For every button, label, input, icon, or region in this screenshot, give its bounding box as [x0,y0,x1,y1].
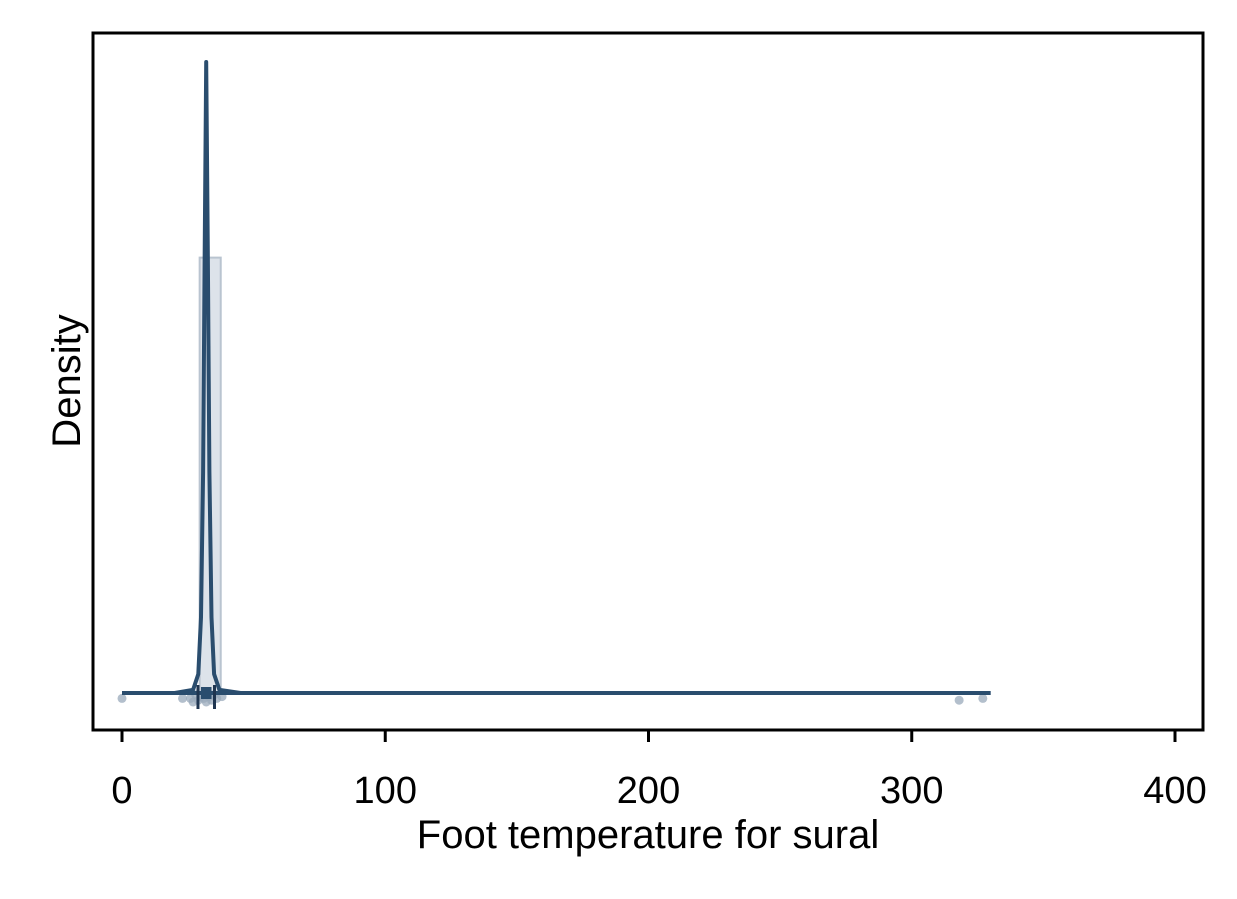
density-curve-layer [122,60,991,695]
data-point-0 [117,693,127,703]
x-tick-label-2: 200 [617,770,680,812]
x-tick-label-4: 400 [1143,770,1206,812]
x-tick-label-3: 300 [880,770,943,812]
x-tick-label-1: 100 [354,770,417,812]
x-axis-title: Foot temperature for sural [417,813,879,857]
x-tick-label-0: 0 [111,770,132,812]
boxplot-box [200,687,212,699]
boxplot-layer [124,685,978,709]
density-curve [122,60,991,695]
data-point-14 [954,695,964,705]
y-axis-title: Density [45,314,89,447]
data-point-1 [178,693,188,703]
plot-frame [91,31,1205,732]
x-axis: 0 100 200 300 400 [111,730,1207,812]
data-point-15 [978,693,988,703]
